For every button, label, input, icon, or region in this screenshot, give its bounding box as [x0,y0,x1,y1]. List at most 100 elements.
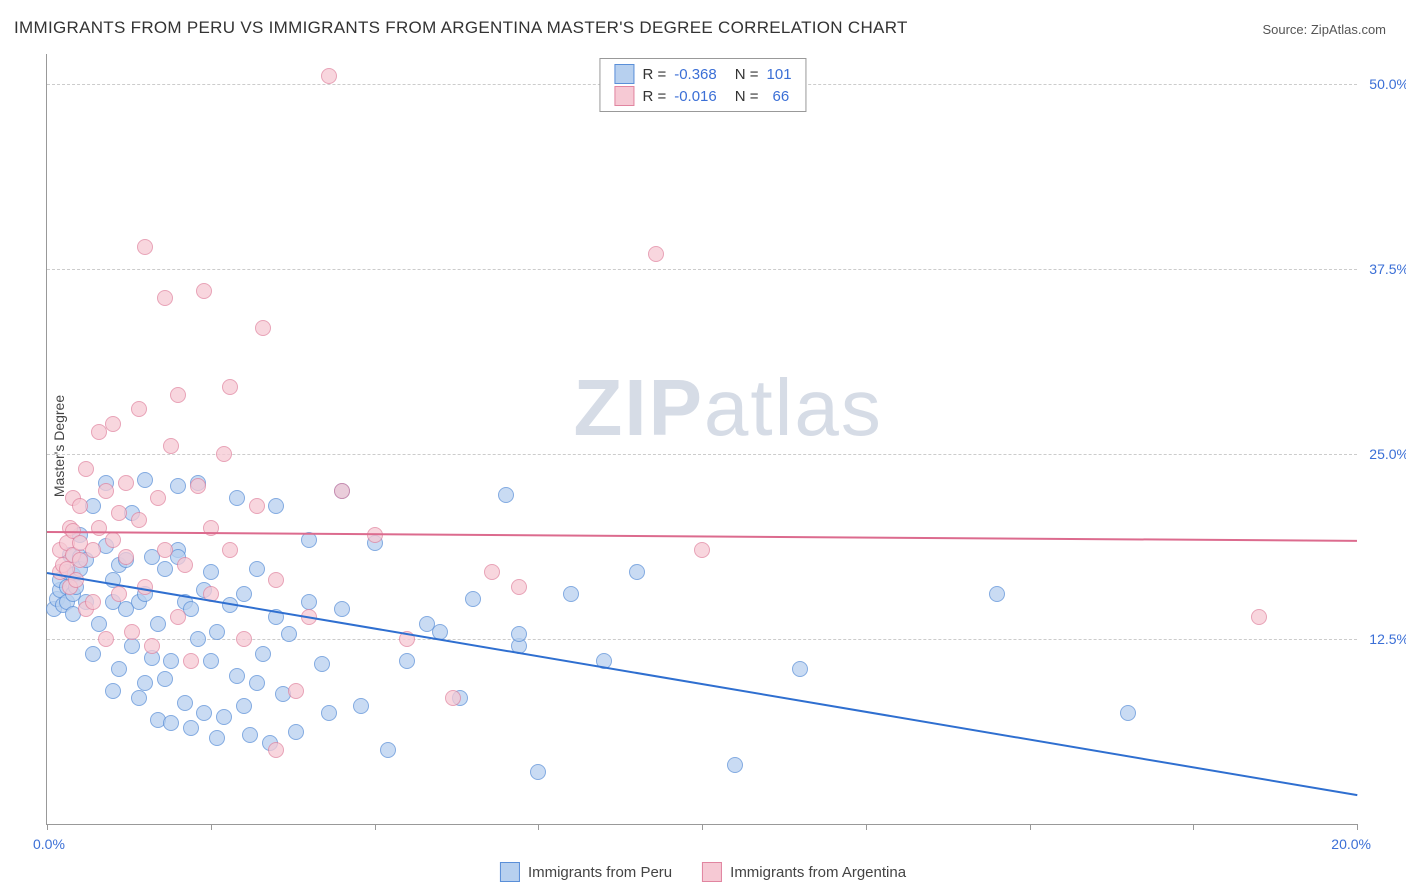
data-point [170,478,186,494]
data-point [255,646,271,662]
data-point [249,675,265,691]
data-point [288,724,304,740]
data-point [321,705,337,721]
trend-line [47,531,1357,542]
y-tick-label: 37.5% [1369,261,1406,277]
data-point [792,661,808,677]
data-point [196,705,212,721]
data-point [105,532,121,548]
n-label: N = [735,88,759,105]
data-point [353,698,369,714]
data-point [222,542,238,558]
data-point [216,709,232,725]
data-point [190,478,206,494]
y-tick-label: 50.0% [1369,76,1406,92]
x-tick-mark [1193,824,1194,830]
data-point [157,290,173,306]
data-point [530,764,546,780]
x-tick-mark [702,824,703,830]
data-point [137,239,153,255]
data-point [118,549,134,565]
data-point [105,683,121,699]
data-point [131,401,147,417]
data-point [137,472,153,488]
data-point [72,498,88,514]
data-point [229,668,245,684]
data-point [137,675,153,691]
data-point [157,542,173,558]
data-point [203,653,219,669]
data-point [72,552,88,568]
legend-label-argentina: Immigrants from Argentina [730,864,906,881]
data-point [216,446,232,462]
data-point [380,742,396,758]
x-tick-mark [211,824,212,830]
data-point [157,561,173,577]
data-point [1120,705,1136,721]
data-point [288,683,304,699]
data-point [498,487,514,503]
gridline [47,269,1357,270]
correlation-chart: IMMIGRANTS FROM PERU VS IMMIGRANTS FROM … [0,0,1406,892]
x-tick-mark [538,824,539,830]
data-point [190,631,206,647]
data-point [268,498,284,514]
data-point [334,483,350,499]
data-point [98,631,114,647]
data-point [170,609,186,625]
data-point [163,653,179,669]
data-point [170,387,186,403]
x-tick-mark [375,824,376,830]
data-point [236,631,252,647]
data-point [203,564,219,580]
correlation-legend: R = -0.368 N = 101 R = -0.016 N = 66 [599,58,806,112]
data-point [111,661,127,677]
data-point [445,690,461,706]
data-point [242,727,258,743]
x-tick-label-right: 20.0% [1331,836,1371,852]
data-point [105,416,121,432]
data-point [268,742,284,758]
data-point [177,695,193,711]
data-point [124,638,140,654]
data-point [229,490,245,506]
r-label: R = [642,66,666,83]
data-point [78,461,94,477]
data-point [209,624,225,640]
legend-swatch-peru-icon [500,862,520,882]
data-point [85,594,101,610]
plot-area: ZIPatlas 12.5%25.0%37.5%50.0%0.0%20.0% [46,54,1357,825]
x-tick-mark [1030,824,1031,830]
legend-row-peru: R = -0.368 N = 101 [614,63,791,85]
data-point [131,512,147,528]
data-point [249,498,265,514]
data-point [511,579,527,595]
data-point [727,757,743,773]
r-value-argentina: -0.016 [674,88,717,105]
n-label: N = [735,66,759,83]
data-point [255,320,271,336]
data-point [111,505,127,521]
data-point [321,68,337,84]
y-tick-label: 25.0% [1369,446,1406,462]
data-point [648,246,664,262]
data-point [629,564,645,580]
data-point [150,616,166,632]
data-point [484,564,500,580]
data-point [196,283,212,299]
data-point [249,561,265,577]
data-point [163,438,179,454]
watermark: ZIPatlas [573,362,882,454]
x-tick-mark [866,824,867,830]
data-point [694,542,710,558]
legend-item-argentina: Immigrants from Argentina [702,862,906,882]
data-point [989,586,1005,602]
trend-line [47,572,1357,796]
y-tick-label: 12.5% [1369,631,1406,647]
n-value-peru: 101 [767,66,792,83]
data-point [150,490,166,506]
legend-swatch-peru [614,64,634,84]
data-point [281,626,297,642]
chart-title: IMMIGRANTS FROM PERU VS IMMIGRANTS FROM … [14,18,908,38]
legend-swatch-argentina-icon [702,862,722,882]
